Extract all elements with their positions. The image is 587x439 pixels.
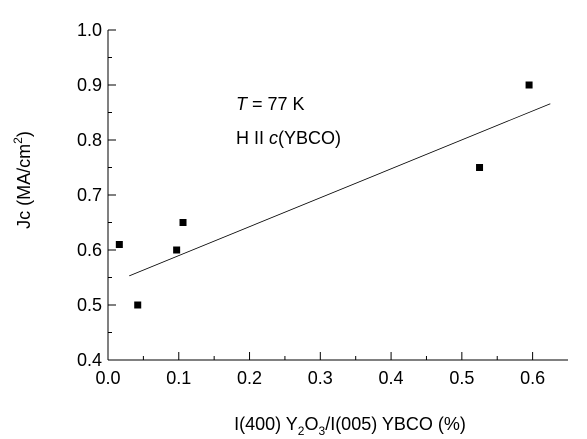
x-tick-label: 0.1 — [166, 368, 191, 388]
annotation-temperature: T = 77 K — [236, 94, 305, 114]
linear-fit-line — [129, 103, 551, 277]
data-point — [179, 219, 187, 226]
x-tick-label: 0.2 — [237, 368, 262, 388]
annotation-field-suffix: (YBCO) — [278, 128, 341, 148]
y-tick-label: 0.5 — [77, 295, 102, 315]
y-tick-label: 1.0 — [77, 20, 102, 40]
x-tick-label: 0.6 — [520, 368, 545, 388]
x-tick-label: 0.0 — [95, 368, 120, 388]
x-tick-label: 0.5 — [449, 368, 474, 388]
annotation-temperature-symbol: T — [236, 94, 249, 114]
x-tick-label: 0.4 — [379, 368, 404, 388]
y-tick-label: 0.9 — [77, 75, 102, 95]
y-axis-label-part-3: ) — [14, 131, 34, 137]
data-point — [173, 246, 181, 254]
annotation-field-prefix: H II — [236, 128, 269, 148]
data-point — [525, 81, 533, 89]
x-axis-label-part-1: I(400) Y — [234, 414, 298, 434]
y-tick-label: 0.4 — [77, 350, 102, 370]
x-axis-label-sub-2: 2 — [298, 424, 305, 438]
x-axis-label: I(400) Y2O3/I(005) YBCO (%) — [234, 414, 466, 438]
data-point — [115, 241, 123, 248]
annotation-field-axis: c — [269, 128, 278, 148]
y-axis-label-part-1: Jc (MA/cm — [14, 144, 34, 229]
x-tick-label: 0.3 — [308, 368, 333, 388]
y-tick-label: 0.7 — [77, 185, 102, 205]
y-tick-label: 0.8 — [77, 130, 102, 150]
y-axis-label: Jc (MA/cm2) — [11, 131, 34, 229]
x-axis-label-part-5: /I(005) YBCO (%) — [325, 414, 466, 434]
annotation-temperature-value: = 77 K — [247, 94, 305, 114]
x-axis-label-part-3: O — [304, 414, 318, 434]
data-point — [476, 164, 484, 171]
y-axis-label-sup-2: 2 — [11, 137, 25, 144]
y-tick-label: 0.6 — [77, 240, 102, 260]
x-axis-label-sub-3: 3 — [319, 424, 326, 438]
annotation-field-orientation: H II c(YBCO) — [236, 128, 341, 148]
data-point — [134, 301, 142, 309]
